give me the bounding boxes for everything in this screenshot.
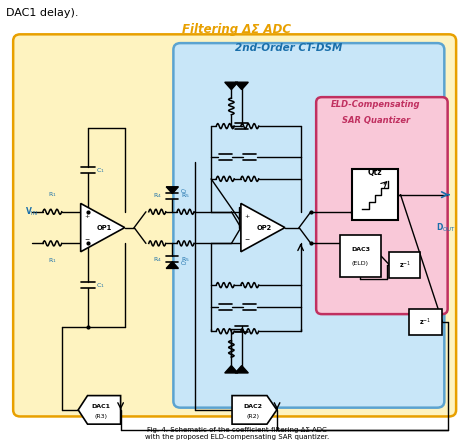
Text: with the proposed ELD-compensating SAR quantizer.: with the proposed ELD-compensating SAR q… bbox=[145, 434, 329, 440]
Text: R$_1$: R$_1$ bbox=[48, 256, 57, 265]
Text: C$_2$: C$_2$ bbox=[180, 259, 188, 267]
Text: DAC2: DAC2 bbox=[244, 404, 263, 409]
Polygon shape bbox=[232, 396, 277, 424]
Polygon shape bbox=[235, 82, 248, 90]
Text: R$_1$: R$_1$ bbox=[48, 191, 57, 199]
Text: (R3): (R3) bbox=[94, 414, 107, 419]
Text: R$_4$: R$_4$ bbox=[153, 255, 162, 264]
Polygon shape bbox=[166, 262, 178, 268]
Text: OP2: OP2 bbox=[257, 225, 272, 231]
Text: Qtz: Qtz bbox=[368, 168, 383, 177]
Text: Fig. 4. Schematic of the coefficient-filtering ΔΣ ADC: Fig. 4. Schematic of the coefficient-fil… bbox=[147, 427, 327, 433]
Text: (R2): (R2) bbox=[246, 414, 259, 419]
Text: +: + bbox=[84, 214, 90, 219]
Polygon shape bbox=[235, 366, 248, 373]
Text: +: + bbox=[245, 214, 250, 219]
Text: R$_5$: R$_5$ bbox=[181, 191, 190, 200]
Polygon shape bbox=[225, 366, 238, 373]
Text: ELD-Compensating: ELD-Compensating bbox=[331, 100, 421, 109]
Text: V$_{\rm IN}$: V$_{\rm IN}$ bbox=[25, 206, 38, 218]
Text: R$_5$: R$_5$ bbox=[181, 255, 190, 264]
FancyBboxPatch shape bbox=[13, 34, 456, 416]
Text: DAC1: DAC1 bbox=[91, 404, 110, 409]
FancyBboxPatch shape bbox=[316, 97, 447, 314]
Text: z$^{-1}$: z$^{-1}$ bbox=[419, 316, 432, 328]
Text: D$_{\rm OUT}$: D$_{\rm OUT}$ bbox=[437, 221, 456, 234]
Text: 2nd-Order CT-DSM: 2nd-Order CT-DSM bbox=[235, 43, 343, 53]
Text: DAC3: DAC3 bbox=[351, 248, 370, 252]
Text: (ELD): (ELD) bbox=[352, 261, 369, 266]
Text: R$_4$: R$_4$ bbox=[153, 191, 162, 200]
Text: DAC1 delay).: DAC1 delay). bbox=[6, 8, 79, 18]
Bar bbox=[390, 252, 420, 278]
Bar bbox=[409, 309, 442, 335]
Polygon shape bbox=[166, 187, 178, 194]
Text: OP1: OP1 bbox=[97, 225, 112, 231]
Polygon shape bbox=[241, 203, 285, 252]
Text: z$^{-1}$: z$^{-1}$ bbox=[399, 259, 411, 271]
Bar bbox=[340, 235, 381, 277]
Text: SAR Quantizer: SAR Quantizer bbox=[342, 116, 410, 126]
Polygon shape bbox=[78, 396, 120, 424]
Text: Filtering ΔΣ ADC: Filtering ΔΣ ADC bbox=[182, 23, 292, 36]
Text: C$_1$: C$_1$ bbox=[96, 166, 105, 175]
Text: −: − bbox=[245, 236, 250, 241]
Text: C$_2$: C$_2$ bbox=[180, 187, 188, 196]
Polygon shape bbox=[81, 203, 125, 252]
FancyBboxPatch shape bbox=[173, 43, 444, 408]
Text: C$_1$: C$_1$ bbox=[96, 281, 105, 290]
Text: −: − bbox=[84, 236, 90, 241]
Bar bbox=[352, 169, 398, 220]
Polygon shape bbox=[225, 82, 238, 90]
